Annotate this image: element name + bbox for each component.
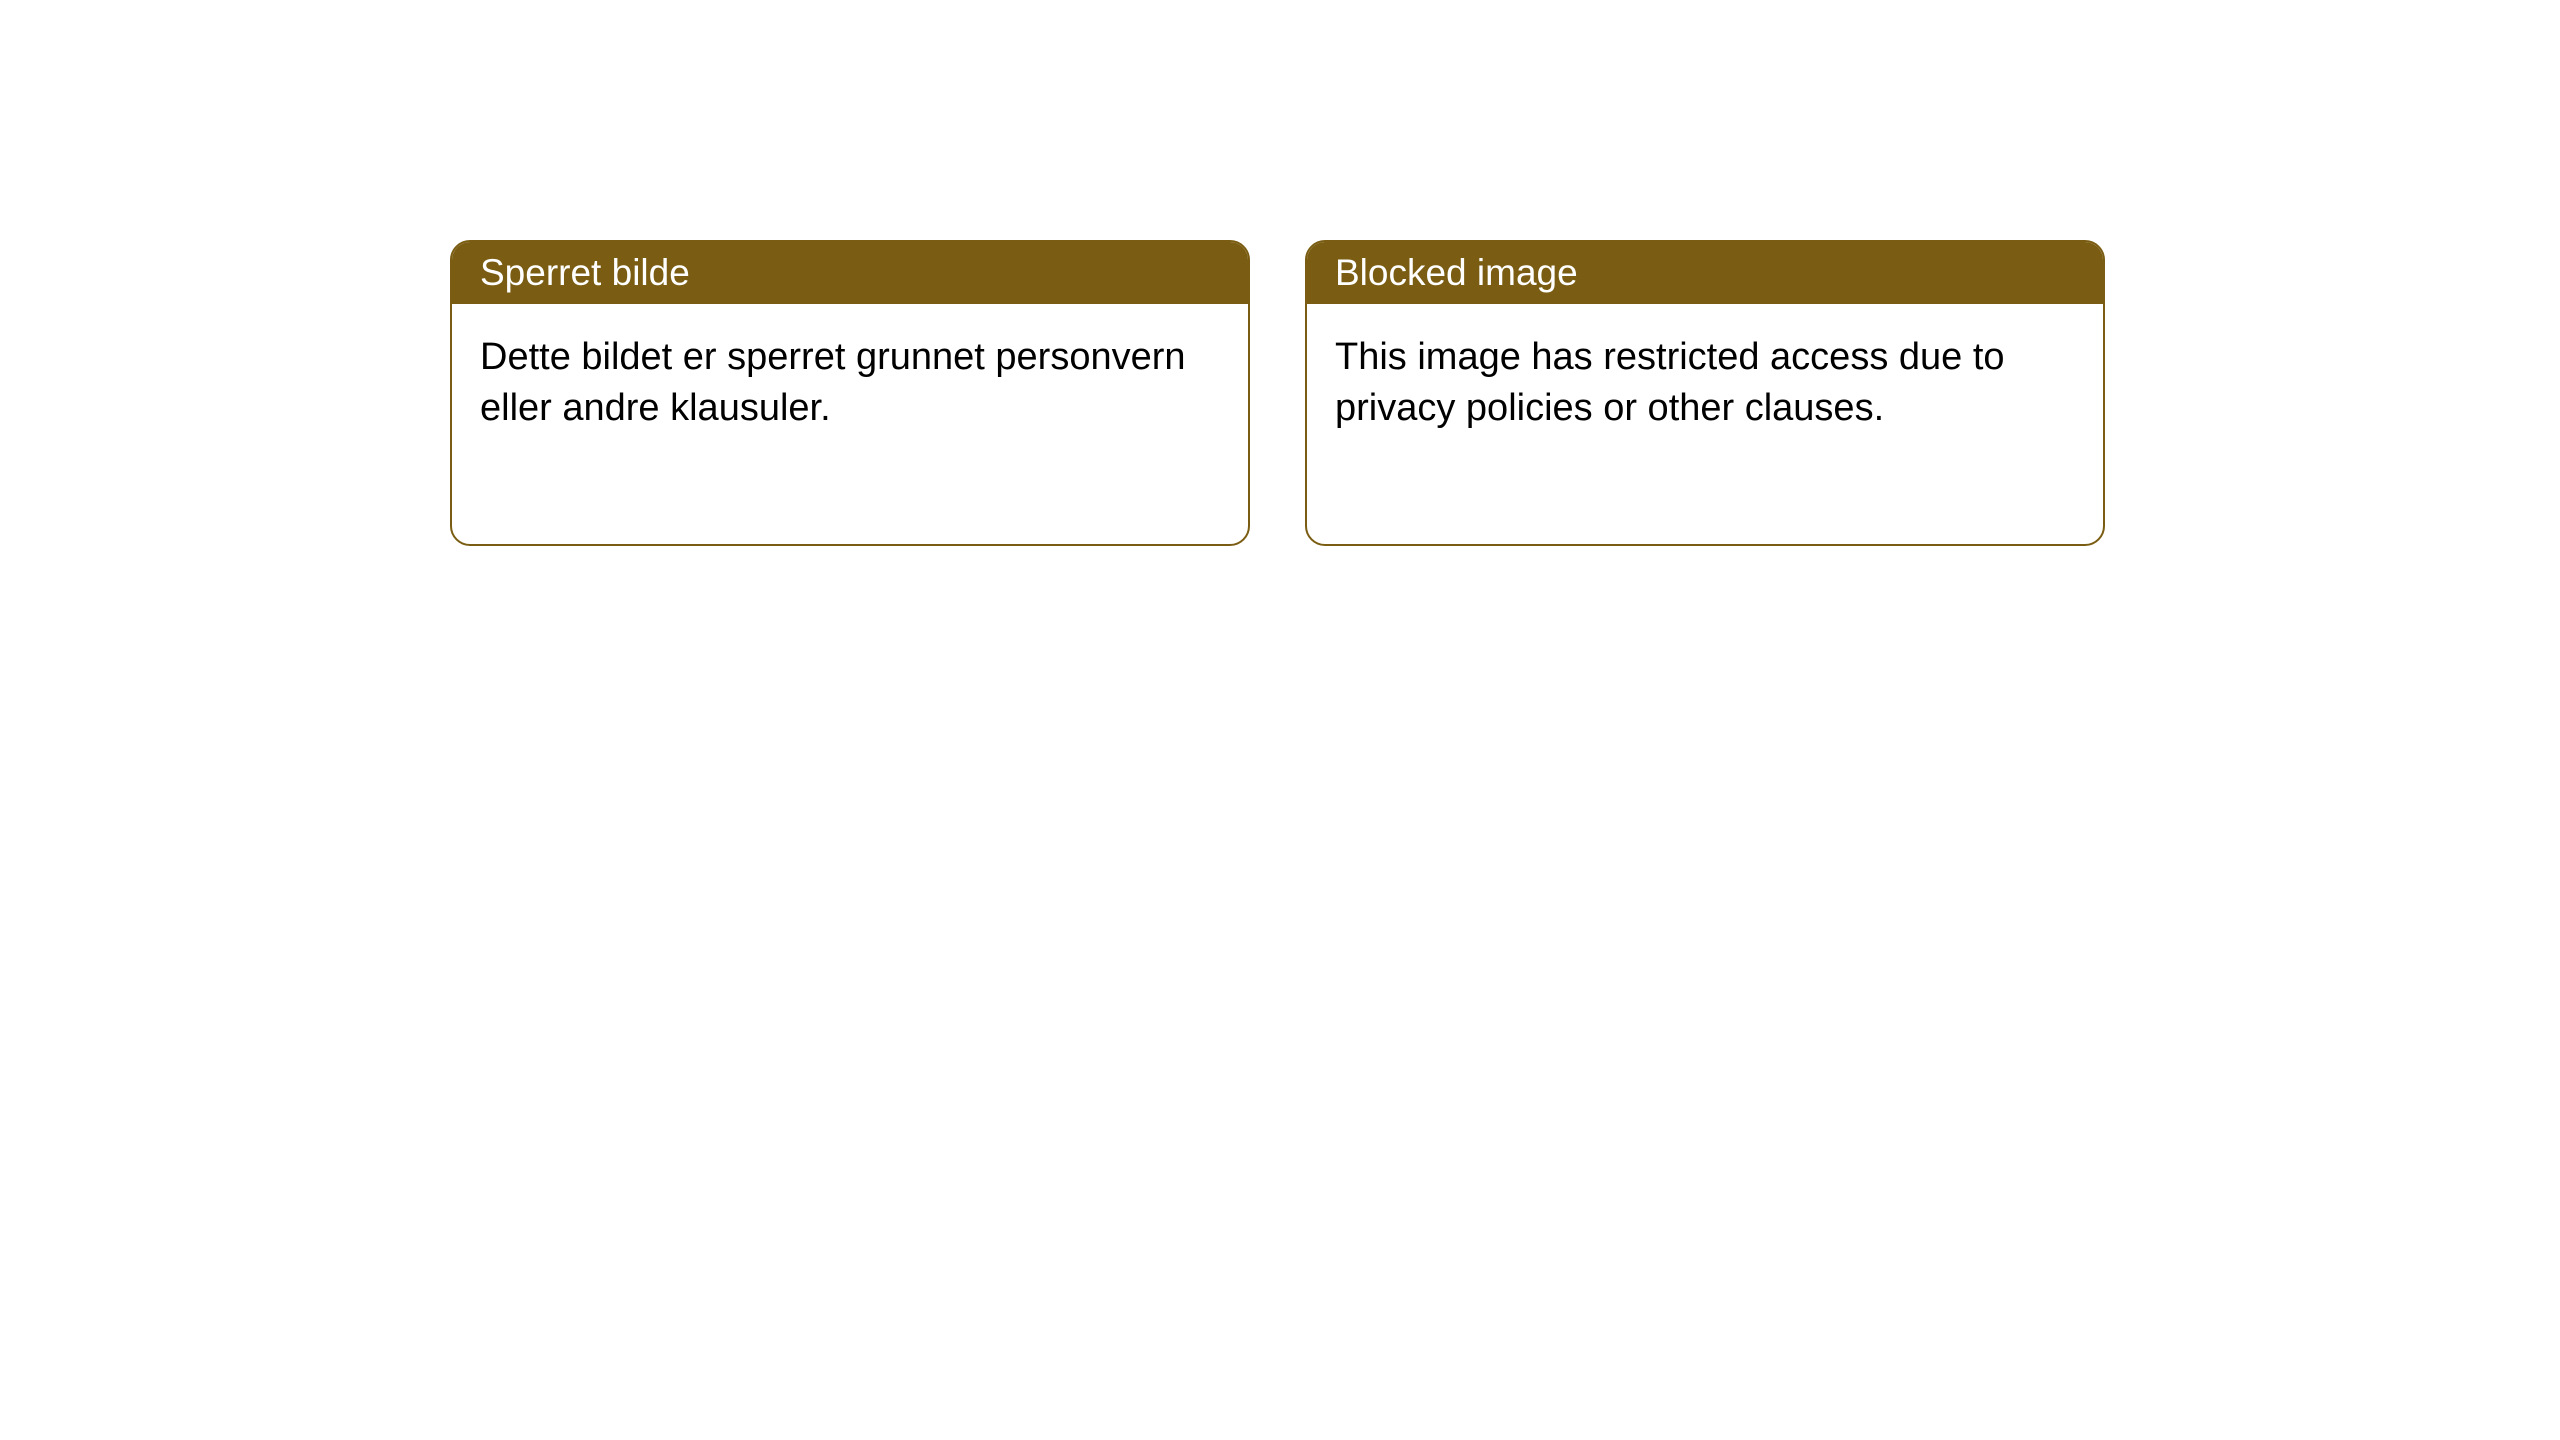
card-body-text: Dette bildet er sperret grunnet personve… [480,336,1186,429]
card-body: This image has restricted access due to … [1307,304,2103,544]
notice-card-english: Blocked image This image has restricted … [1305,240,2105,546]
card-body-text: This image has restricted access due to … [1335,336,2005,429]
card-header: Sperret bilde [452,242,1248,304]
card-body: Dette bildet er sperret grunnet personve… [452,304,1248,544]
card-header-text: Sperret bilde [480,252,690,293]
card-header: Blocked image [1307,242,2103,304]
card-header-text: Blocked image [1335,252,1578,293]
notice-container: Sperret bilde Dette bildet er sperret gr… [450,240,2105,546]
notice-card-norwegian: Sperret bilde Dette bildet er sperret gr… [450,240,1250,546]
